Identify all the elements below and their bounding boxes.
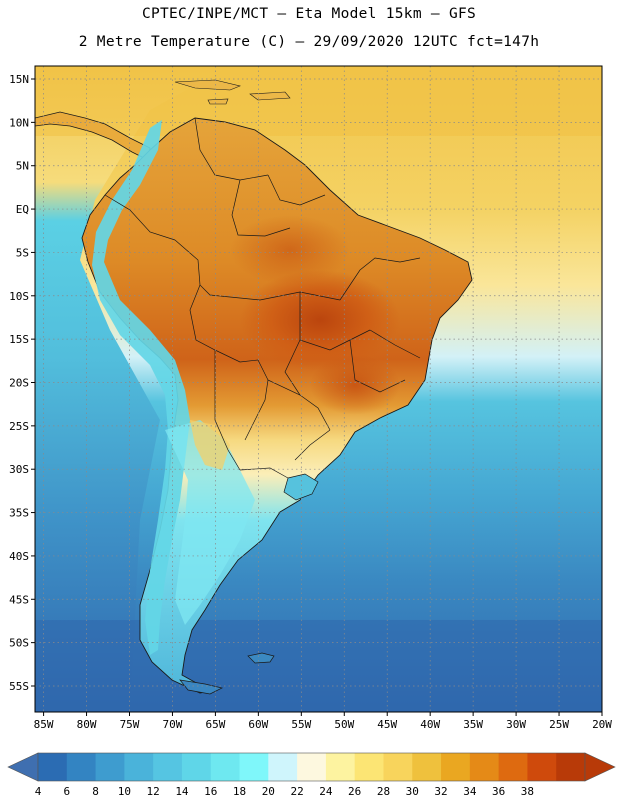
lat-tick-label: 40S: [9, 550, 29, 563]
lat-tick-label: 10N: [9, 116, 29, 129]
lon-tick-label: 65W: [205, 718, 225, 731]
colorbar-swatch: [95, 753, 125, 781]
hot-interior-zone: [240, 270, 400, 370]
colorbar-tick-label: 28: [377, 785, 390, 798]
longitude-axis: 85W 80W 75W 70W 65W 60W 55W 50W 45W 40W 35W 30W 25W 2…: [34, 712, 612, 731]
lat-tick-label: 50S: [9, 637, 29, 650]
graticule: [35, 66, 602, 712]
lat-tick-label: 20S: [9, 376, 29, 389]
colorbar-over-arrow: [584, 752, 616, 782]
lat-tick-label: 25S: [9, 420, 29, 433]
lat-tick-label: 15N: [9, 73, 29, 86]
lon-tick-label: 60W: [248, 718, 268, 731]
southern-ocean-band: [35, 620, 602, 712]
warm-valley-patch: [190, 420, 230, 470]
colorbar-tick-label: 36: [492, 785, 505, 798]
lat-tick-label: 5S: [16, 246, 29, 259]
colorbar-swatch: [412, 753, 442, 781]
caribbean-island: [174, 79, 241, 91]
colorbar-tick-label: 38: [521, 785, 534, 798]
rio-de-la-plata: [283, 473, 319, 501]
colorbar-tick-label: 34: [463, 785, 477, 798]
colorbar-under-arrow: [7, 752, 39, 782]
colorbar-tick-label: 18: [233, 785, 246, 798]
caribbean-island: [249, 91, 291, 101]
lon-tick-label: 30W: [506, 718, 526, 731]
colorbar-tick-label: 24: [319, 785, 333, 798]
tropical-ocean-band: [35, 66, 602, 136]
colorbar-swatch: [124, 753, 154, 781]
colorbar-tick-label: 16: [204, 785, 217, 798]
colorbar-swatch: [181, 753, 212, 781]
lon-tick-label: 20W: [592, 718, 612, 731]
colorbar-tick-label: 30: [406, 785, 419, 798]
colorbar-swatch: [383, 753, 413, 781]
latitude-axis: 15N 10N 5N EQ 5S 10S 15S 20S 25S 30S 35S 40S 45S 50S 5…: [9, 73, 35, 693]
lon-tick-label: 35W: [463, 718, 483, 731]
lon-tick-label: 70W: [163, 718, 183, 731]
colorbar-tick-label: 8: [92, 785, 99, 798]
lon-tick-label: 40W: [420, 718, 440, 731]
colorbar-swatch: [153, 753, 183, 781]
colorbar-swatch: [297, 753, 327, 781]
lat-tick-label: 55S: [9, 680, 29, 693]
hot-interior-zone: [310, 355, 400, 415]
colorbar-swatch: [239, 753, 269, 781]
colorbar-tick-label: 6: [63, 785, 70, 798]
colorbar-tick-label: 10: [118, 785, 131, 798]
colorbar-tick-label: 20: [262, 785, 275, 798]
map-frame: [34, 65, 603, 713]
colorbar-tick-label: 12: [147, 785, 160, 798]
colorbar-swatch: [556, 753, 586, 781]
lat-tick-label: EQ: [16, 203, 29, 216]
colorbar-swatch: [325, 753, 356, 781]
lat-tick-label: 35S: [9, 507, 29, 520]
patagonia-cool-zone: [165, 420, 255, 625]
lon-tick-label: 55W: [291, 718, 311, 731]
lat-tick-label: 10S: [9, 290, 29, 303]
colorbar-swatch: [441, 753, 471, 781]
colorbar-swatch: [210, 753, 241, 781]
andes-cool-ridge: [92, 120, 190, 655]
pacific-ocean-field: [35, 66, 230, 712]
hot-interior-zone: [230, 215, 350, 285]
temperature-colorbar: 4 6 8 10 12 14 16 18 20 22 24 26 28 30 32 34 36 38: [7, 752, 616, 798]
lon-tick-label: 45W: [377, 718, 397, 731]
lat-tick-label: 5N: [16, 160, 29, 173]
tierra-del-fuego: [179, 679, 224, 695]
colorbar-swatch: [469, 753, 500, 781]
colorbar-tick-label: 22: [290, 785, 303, 798]
colorbar-swatch: [354, 753, 384, 781]
lat-tick-label: 45S: [9, 593, 29, 606]
colorbar-tick-label: 26: [348, 785, 361, 798]
map-title-line2: 2 Metre Temperature (C) — 29/09/2020 12U…: [78, 34, 540, 50]
lon-tick-label: 50W: [334, 718, 354, 731]
country-borders: [104, 117, 421, 479]
colorbar-swatch: [66, 753, 97, 781]
lon-tick-label: 25W: [549, 718, 569, 731]
map-title-line1: CPTEC/INPE/MCT — Eta Model 15km — GFS: [141, 6, 477, 22]
lat-tick-label: 30S: [9, 463, 29, 476]
lon-tick-label: 85W: [34, 718, 54, 731]
colorbar-tick-label: 14: [175, 785, 189, 798]
colorbar-swatch: [38, 753, 68, 781]
lon-tick-label: 80W: [77, 718, 97, 731]
caribbean-island: [207, 98, 229, 105]
colorbar-tick-label: 32: [434, 785, 447, 798]
colorbar-swatch: [527, 753, 557, 781]
colorbar-swatch: [498, 753, 528, 781]
lat-tick-label: 15S: [9, 333, 29, 346]
colorbar-tick-label: 4: [35, 785, 42, 798]
lon-tick-label: 75W: [120, 718, 140, 731]
falkland-islands: [247, 652, 275, 664]
colorbar-swatch: [268, 753, 298, 781]
